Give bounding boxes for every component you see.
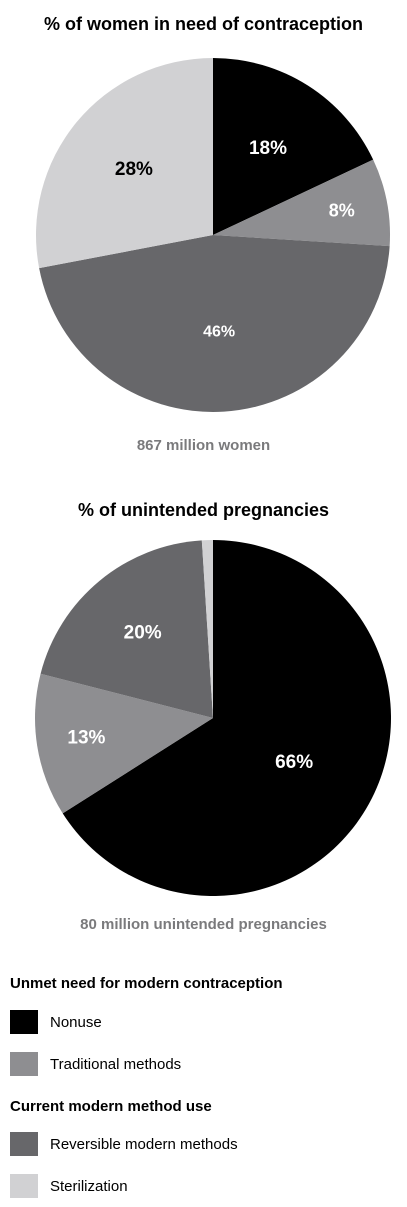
legend-swatch-sterilization [10, 1174, 38, 1198]
legend-heading-current-use: Current modern method use [10, 1098, 212, 1115]
legend-item-reversible: Reversible modern methods [10, 1132, 238, 1156]
legend-swatch-nonuse [10, 1010, 38, 1034]
pie-chart-unintended-pregnancies: 66% 13% 20% [34, 540, 391, 896]
pie2-slice-nonuse [62, 540, 391, 896]
legend-heading-unmet-need: Unmet need for modern contraception [10, 975, 283, 992]
pie1-label-traditional-methods: 8% [329, 201, 355, 221]
chart-title-unintended-pregnancies: % of unintended pregnancies [77, 500, 330, 520]
legend-item-nonuse: Nonuse [10, 1010, 102, 1034]
legend-label-traditional: Traditional methods [50, 1055, 182, 1073]
pie1-slice-sterilization [36, 58, 214, 269]
legend-swatch-traditional [10, 1052, 38, 1076]
legend-label-nonuse: Nonuse [50, 1013, 102, 1031]
legend-swatch-reversible [10, 1132, 38, 1156]
pie1-slice-traditional-methods [213, 159, 390, 247]
pie2-slice-reversible-modern-methods [40, 540, 214, 718]
pie1-slice-reversible-modern-methods [39, 235, 390, 412]
pie2-label-nonuse: 66% [275, 752, 313, 773]
pie2-slice-sterilization [201, 540, 213, 718]
legend-label-sterilization: Sterilization [50, 1177, 128, 1195]
pie2-slice-traditional-methods [34, 673, 213, 814]
pie2-label-traditional-methods: 13% [67, 728, 105, 749]
chart-title-women-need: % of women in need of contraception [43, 14, 364, 34]
legend-item-sterilization: Sterilization [10, 1174, 128, 1198]
chart-caption-pregnancies: 80 million unintended pregnancies [80, 916, 327, 933]
legend-label-reversible: Reversible modern methods [50, 1135, 238, 1153]
pie-chart-women-need: 18% 8% 46% 28% [36, 58, 390, 412]
chart-caption-women: 867 million women [136, 437, 271, 454]
legend-item-traditional: Traditional methods [10, 1052, 181, 1076]
pie1-label-nonuse: 18% [249, 138, 287, 159]
pie1-label-reversible-modern-methods: 46% [203, 324, 235, 341]
pie1-label-sterilization: 28% [115, 159, 153, 180]
pie2-label-reversible-modern-methods: 20% [124, 623, 162, 644]
pie1-slice-nonuse [213, 58, 374, 235]
